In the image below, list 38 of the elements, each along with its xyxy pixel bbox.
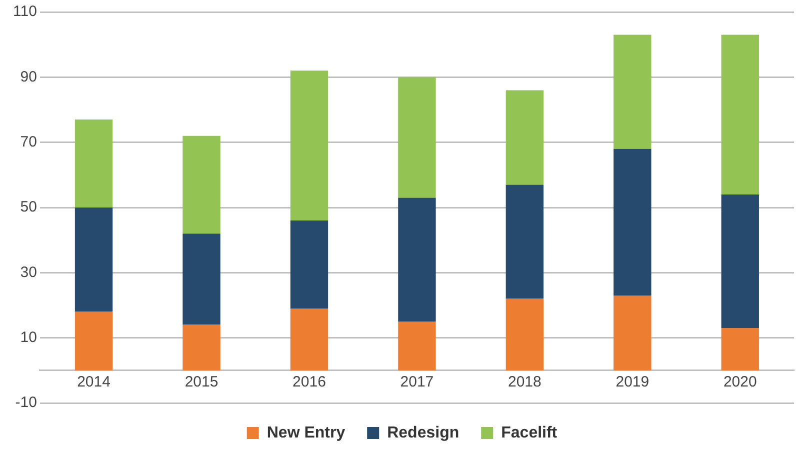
x-tick-label: 2014 (77, 374, 110, 391)
x-tick-label: 2018 (508, 374, 542, 391)
y-tick-label: 70 (20, 133, 37, 150)
bar (74, 312, 113, 370)
y-tick-label: 50 (20, 198, 37, 216)
legend-label: Redesign (387, 424, 460, 442)
bar (398, 77, 436, 198)
bar (506, 90, 544, 185)
x-tick-label: 2020 (723, 374, 757, 391)
y-tick-label: 90 (20, 68, 37, 86)
x-tick-label: 2019 (616, 374, 650, 391)
bar (398, 322, 436, 370)
bar (74, 120, 113, 208)
x-tick-label: 2017 (400, 374, 434, 391)
bar (182, 324, 220, 370)
bar (721, 328, 759, 370)
bar (290, 70, 328, 221)
bar (721, 194, 759, 328)
bar (182, 136, 220, 234)
bar (614, 295, 652, 370)
bar (614, 34, 652, 149)
bar (614, 148, 652, 296)
y-tick-label: 30 (20, 264, 37, 281)
legend-label: Facelift (501, 424, 558, 442)
bar (290, 220, 328, 309)
bar (290, 308, 328, 370)
bar (506, 298, 544, 370)
bar (721, 34, 759, 194)
bar (74, 208, 113, 312)
x-tick-label: 2015 (184, 374, 218, 391)
bar (182, 234, 220, 325)
bar (506, 184, 544, 299)
x-tick-label: 2016 (292, 374, 326, 391)
y-tick-label: 10 (20, 328, 37, 346)
legend-label: New Entry (266, 424, 346, 442)
y-tick-label: 110 (12, 3, 37, 20)
y-tick-label: -10 (15, 394, 37, 412)
bar (398, 198, 436, 322)
